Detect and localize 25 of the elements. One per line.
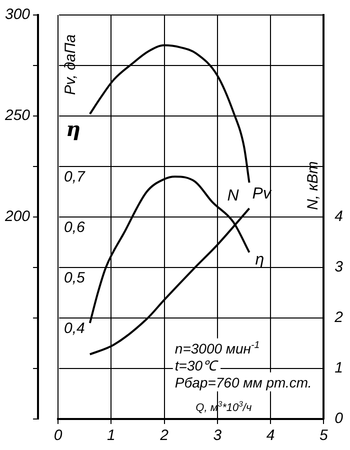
- y-tick-label: 250: [4, 107, 31, 124]
- y2-tick-label: 2: [334, 309, 344, 326]
- y-tick-label: 200: [4, 208, 31, 226]
- x-tick-label: 5: [319, 427, 328, 444]
- x-tick-label: 0: [54, 427, 63, 444]
- y-tick-label: 300: [4, 6, 31, 24]
- y2-tick-label: 1: [334, 360, 343, 377]
- y2-axis-title: N, кВт: [304, 161, 322, 210]
- x-tick-label: 3: [213, 427, 222, 444]
- y2-tick-label: 4: [334, 208, 343, 226]
- y2-tick-label: 0: [334, 410, 344, 428]
- x-tick-label: 1: [106, 427, 116, 444]
- y2-tick-label: 3: [334, 258, 344, 276]
- series-label: η: [255, 251, 264, 268]
- y3-axis-title: η: [66, 117, 81, 142]
- y-axis-title: Pv, даПа: [62, 34, 80, 95]
- y3-tick-label: 0,6: [64, 219, 86, 236]
- x-tick-label: 4: [266, 427, 275, 444]
- annotation: Рбар=760 мм рт.ст.: [174, 374, 312, 390]
- y3-tick-label: 0,5: [64, 270, 86, 287]
- series-label: N: [227, 187, 240, 204]
- annotation: t=30℃: [174, 357, 219, 374]
- y3-tick-label: 0,4: [64, 320, 85, 338]
- x-tick-label: 2: [159, 427, 170, 444]
- y3-tick-label: 0,7: [64, 168, 86, 186]
